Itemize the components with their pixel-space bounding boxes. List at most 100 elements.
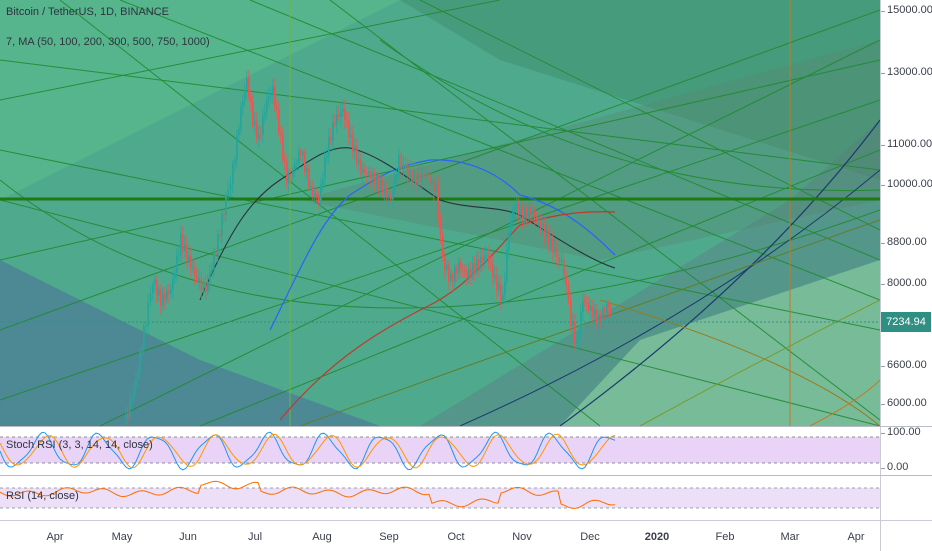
candle-body [526,207,528,218]
candle-body [425,174,427,178]
rsi-legend[interactable]: RSI (14, close) [6,490,79,502]
candle-body [488,255,490,263]
candle-body [376,175,378,185]
candle-body [334,122,336,125]
candle-body [310,185,312,188]
candle-body [154,279,156,285]
candle-body [606,303,608,312]
candle-body [596,309,598,324]
candle-body [211,269,213,273]
candle-body [162,292,164,306]
candle-body [200,277,203,291]
price-chart-pane[interactable]: Bitcoin / TetherUS, 1D, BINANCE 7, MA (5… [0,0,880,426]
candle-body [574,322,576,343]
candle-body [202,282,205,291]
candle-body [402,164,405,169]
axis-corner [880,520,932,551]
candle-body [435,184,437,192]
price-tick: 8800.00 [881,236,927,248]
candle-body [462,269,464,271]
candle-body [137,370,139,380]
candle-body [176,255,178,273]
candle-body [244,90,246,101]
ma-legend[interactable]: 7, MA (50, 100, 200, 300, 500, 750, 1000… [6,36,210,48]
price-axis[interactable]: 15000.00 13000.00 11000.00 10000.00 8800… [880,0,932,426]
candle-body [284,159,286,162]
time-label: Jun [179,531,197,543]
candle-body [280,133,282,135]
candle-body [225,195,227,216]
candle-body [131,398,133,401]
candle-body [366,172,368,174]
candle-body [352,134,354,152]
candle-body [382,179,384,193]
time-label: Dec [580,531,600,543]
candle-body [486,255,488,257]
pane-separator[interactable] [0,475,932,476]
candle-body [602,308,604,322]
candle-body [194,268,196,276]
time-label: Mar [780,531,800,543]
candle-body [419,173,421,183]
candle-body [532,210,534,214]
candle-body [262,116,264,135]
candle-body [236,135,238,161]
time-axis[interactable]: Apr May Jun Jul Aug Sep Oct Nov Dec 2020… [0,520,880,551]
candle-body [190,255,192,269]
candle-body [431,180,433,184]
candle-body [135,379,137,388]
time-label: Sep [379,531,399,543]
candle-body [600,314,602,322]
candle-body [324,157,326,180]
stoch-rsi-legend[interactable]: Stoch RSI (3, 3, 14, 14, close) [6,439,153,451]
candle-body [478,259,480,269]
stoch-rsi-axis[interactable]: 100.00 0.00 [880,426,932,475]
candle-body [534,210,536,217]
candle-body [164,292,166,301]
candle-body [512,212,514,222]
symbol-legend[interactable]: Bitcoin / TetherUS, 1D, BINANCE [6,6,170,18]
stoch-rsi-pane[interactable]: Stoch RSI (3, 3, 14, 14, close) [0,427,880,475]
rsi-axis[interactable] [880,476,932,520]
candle-body [133,387,135,399]
candle-body [215,253,217,256]
candle-body [288,173,290,185]
stoch-k-line [0,431,616,471]
candle-body [258,134,260,140]
pane-separator[interactable] [0,426,932,427]
candle-body [272,86,274,96]
candle-body [143,326,145,349]
candle-body [496,274,498,291]
rsi-pane[interactable]: RSI (14, close) [0,476,880,520]
candle-body [274,86,276,107]
stoch-d-line [0,433,616,469]
candle-body [442,235,444,257]
candle-body [368,171,370,174]
candle-body [302,152,304,156]
candle-body [550,238,552,246]
candle-body [417,173,419,186]
candle-body [400,154,403,169]
candle-body [172,278,174,290]
candle-body [360,159,362,174]
candle-body [149,293,152,303]
candle-body [446,264,448,270]
candle-body [570,300,572,326]
candle-body [374,172,376,185]
candle-body [472,263,474,277]
candle-body [260,134,262,136]
price-tick: 6600.00 [881,359,927,371]
time-label: Oct [447,531,465,543]
candle-body [407,167,409,177]
candle-body [322,179,324,185]
price-tick: 6000.00 [881,397,927,409]
candle-body [342,108,344,113]
candle-body [586,302,588,304]
candle-body [170,289,172,294]
candle-body [588,303,590,311]
candle-body [458,262,460,273]
candle-body [388,196,390,198]
candle-body [560,259,563,263]
candle-body [378,175,380,189]
candle-body [348,121,350,138]
